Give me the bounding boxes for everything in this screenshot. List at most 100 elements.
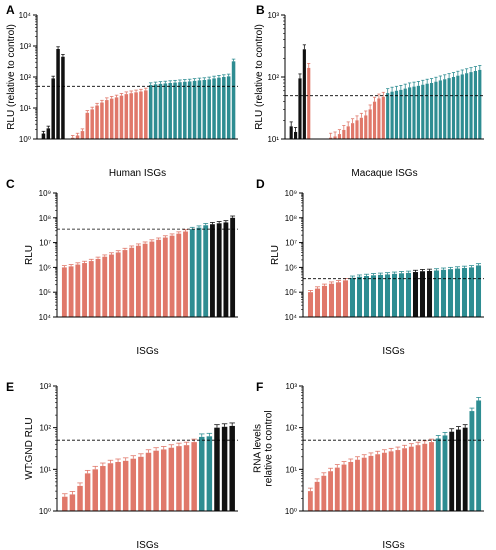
- bar: [368, 455, 374, 511]
- y-axis-label: relative to control: [264, 410, 275, 486]
- y-tick-label: 10⁸: [285, 214, 297, 223]
- bar: [90, 109, 94, 139]
- bar: [372, 101, 377, 139]
- bar: [442, 435, 448, 511]
- bar: [329, 137, 333, 139]
- bar: [377, 274, 384, 317]
- panel-label: D: [256, 177, 265, 191]
- bar: [478, 69, 482, 139]
- bar: [426, 270, 433, 317]
- bar: [122, 250, 128, 317]
- y-tick-label: 10²: [285, 424, 297, 433]
- bar: [429, 83, 434, 139]
- y-tick-label: 10⁵: [39, 288, 51, 297]
- bar: [399, 89, 403, 139]
- x-axis-label: ISGs: [136, 540, 158, 550]
- bar: [473, 70, 477, 139]
- bar: [144, 90, 148, 139]
- bar: [109, 254, 114, 317]
- bar: [346, 126, 350, 139]
- bar: [158, 83, 163, 139]
- bar: [119, 95, 124, 139]
- bar: [168, 83, 172, 139]
- bar: [422, 443, 428, 511]
- bar: [461, 267, 468, 317]
- bar: [307, 491, 313, 511]
- panel-f: F 10⁰ 10¹ 10² 10³ RNA levels relative to contr…: [253, 380, 484, 550]
- bar: [139, 91, 143, 139]
- bar: [342, 280, 349, 317]
- bar: [61, 267, 67, 317]
- bar: [384, 274, 391, 317]
- bar: [307, 292, 314, 317]
- panel-label: A: [6, 3, 15, 17]
- y-axis-label: RNA levels: [253, 424, 264, 473]
- bar: [105, 100, 109, 139]
- panel-c: C 10⁴ 10⁵ 10⁶ 10⁷ 10⁸ 10⁹ RLU ISGs: [6, 177, 238, 357]
- bar: [351, 123, 355, 139]
- y-axis-label: RLU (relative to control): [254, 24, 265, 130]
- bar: [214, 427, 220, 511]
- y-tick-label: 10²: [19, 73, 31, 82]
- x-axis-label: Human ISGs: [109, 168, 166, 179]
- bar: [460, 74, 464, 139]
- bar: [95, 105, 99, 139]
- bar: [465, 73, 469, 139]
- panel-d: D 10⁴ 10⁵ 10⁶ 10⁷ 10⁸ 10⁹ RLU ISGs: [256, 177, 484, 357]
- bar: [69, 494, 76, 511]
- bar: [196, 227, 202, 317]
- bar: [390, 91, 394, 139]
- panel-label: C: [6, 177, 15, 191]
- bar: [61, 56, 65, 139]
- bar: [321, 285, 328, 317]
- bar: [443, 79, 447, 139]
- bar: [361, 457, 367, 511]
- y-tick-label: 10¹: [285, 465, 297, 474]
- bar: [223, 222, 229, 317]
- bar: [109, 98, 114, 139]
- bar: [68, 266, 74, 317]
- bar: [355, 459, 360, 511]
- bar: [142, 243, 148, 317]
- y-tick-label: 10⁴: [285, 313, 298, 322]
- y-tick-label: 10¹: [39, 465, 51, 474]
- bar: [289, 126, 293, 139]
- bar: [183, 81, 187, 139]
- bar: [355, 120, 359, 139]
- bar: [337, 134, 342, 139]
- bar: [149, 241, 155, 317]
- bar: [199, 436, 205, 511]
- bar: [176, 233, 182, 317]
- x-axis-label: ISGs: [136, 346, 158, 357]
- y-tick-label: 10⁰: [285, 507, 297, 516]
- y-tick-label: 10⁷: [39, 239, 51, 248]
- bar: [100, 466, 106, 511]
- bar: [197, 80, 202, 139]
- bar: [314, 288, 321, 317]
- bar: [416, 85, 420, 139]
- bar: [402, 448, 408, 511]
- y-tick-label: 10³: [19, 42, 31, 51]
- y-tick-label: 10⁵: [285, 288, 297, 297]
- bar: [115, 461, 121, 511]
- bar: [425, 83, 429, 139]
- bar: [216, 223, 222, 317]
- bar: [394, 90, 399, 139]
- bar: [440, 269, 447, 317]
- bar: [412, 272, 419, 317]
- bar: [356, 276, 363, 317]
- bar: [476, 400, 482, 511]
- bar: [412, 86, 416, 139]
- bar: [145, 452, 152, 511]
- bar: [82, 263, 87, 317]
- y-tick-label: 10⁹: [39, 189, 51, 198]
- y-tick-label: 10⁴: [19, 11, 32, 20]
- bar: [342, 129, 346, 139]
- bar: [230, 217, 236, 317]
- bar: [408, 446, 414, 511]
- y-tick-label: 10⁴: [39, 313, 52, 322]
- bar: [207, 79, 211, 139]
- bar: [447, 78, 451, 139]
- bar: [187, 81, 192, 139]
